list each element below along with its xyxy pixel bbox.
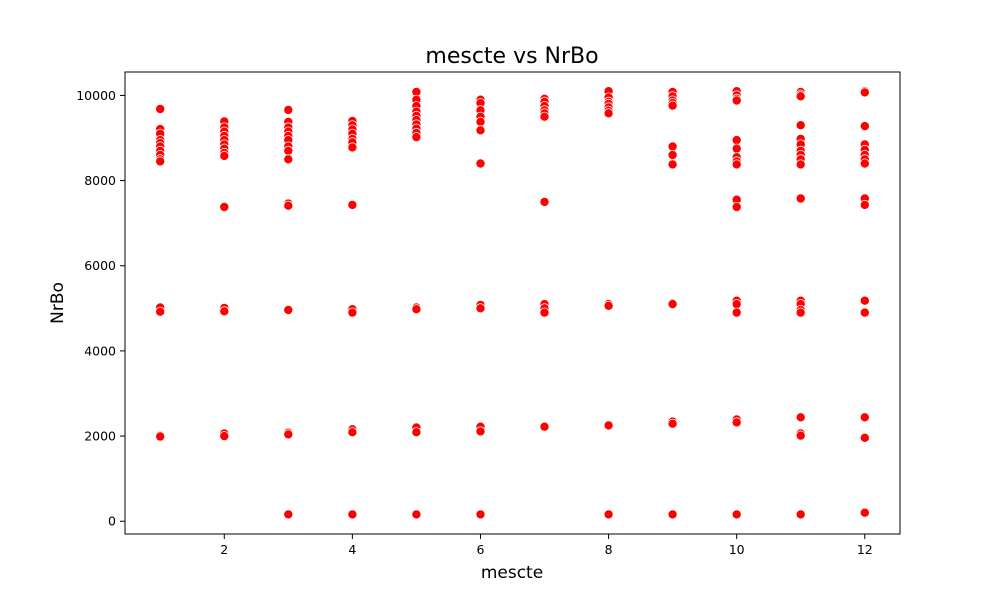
data-point xyxy=(731,201,742,212)
data-point xyxy=(475,158,486,169)
data-point xyxy=(731,95,742,106)
data-point xyxy=(155,431,166,442)
data-point xyxy=(475,426,486,437)
data-point xyxy=(283,145,294,156)
data-point xyxy=(667,299,678,310)
data-point xyxy=(795,91,806,102)
data-point xyxy=(475,303,486,314)
data-point xyxy=(731,307,742,318)
x-tick-label: 12 xyxy=(857,542,873,557)
data-point xyxy=(475,116,486,127)
data-point xyxy=(859,295,870,306)
data-points xyxy=(155,86,870,520)
data-point xyxy=(283,200,294,211)
data-point xyxy=(347,509,358,520)
data-point xyxy=(859,87,870,98)
y-axis: 0 2000 4000 6000 8000 10000 xyxy=(76,88,125,529)
data-point xyxy=(411,427,422,438)
y-tick-label: 4000 xyxy=(84,343,116,358)
data-point xyxy=(667,100,678,111)
x-tick-label: 10 xyxy=(729,542,745,557)
data-point xyxy=(667,149,678,160)
data-point xyxy=(411,132,422,143)
data-point xyxy=(603,509,614,520)
data-point xyxy=(155,104,166,115)
data-point xyxy=(731,299,742,310)
data-point xyxy=(347,142,358,153)
y-tick-label: 6000 xyxy=(84,258,116,273)
data-point xyxy=(539,421,550,432)
data-point xyxy=(283,509,294,520)
data-point xyxy=(283,154,294,165)
data-point xyxy=(731,509,742,520)
data-point xyxy=(795,430,806,441)
data-point xyxy=(539,196,550,207)
y-tick-label: 0 xyxy=(108,514,116,529)
data-point xyxy=(539,307,550,318)
data-point xyxy=(219,306,230,317)
data-point xyxy=(219,201,230,212)
x-tick-label: 4 xyxy=(348,542,356,557)
data-point xyxy=(795,159,806,170)
x-tick-label: 2 xyxy=(220,542,228,557)
data-point xyxy=(795,120,806,131)
data-point xyxy=(219,431,230,442)
data-point xyxy=(283,429,294,440)
data-point xyxy=(347,307,358,318)
data-point xyxy=(475,509,486,520)
data-point xyxy=(731,135,742,146)
y-tick-label: 2000 xyxy=(84,429,116,444)
data-point xyxy=(155,156,166,167)
data-point xyxy=(859,432,870,443)
x-tick-label: 6 xyxy=(476,542,484,557)
data-point xyxy=(667,509,678,520)
data-point xyxy=(859,199,870,210)
chart-title: mescte vs NrBo xyxy=(425,44,598,69)
x-axis-label: mescte xyxy=(481,563,543,583)
data-point xyxy=(411,304,422,315)
y-tick-label: 8000 xyxy=(84,173,116,188)
y-axis-label: NrBo xyxy=(48,282,68,324)
y-tick-label: 10000 xyxy=(76,88,116,103)
data-point xyxy=(155,306,166,317)
data-point xyxy=(475,125,486,136)
data-point xyxy=(859,507,870,518)
data-point xyxy=(667,159,678,170)
data-point xyxy=(859,158,870,169)
data-point xyxy=(859,307,870,318)
x-axis: 2 4 6 8 10 12 xyxy=(220,534,873,557)
data-point xyxy=(795,509,806,520)
data-point xyxy=(603,108,614,119)
data-point xyxy=(795,307,806,318)
data-point xyxy=(731,417,742,428)
data-point xyxy=(859,121,870,132)
data-point xyxy=(539,111,550,122)
data-point xyxy=(859,412,870,423)
data-point xyxy=(603,420,614,431)
data-point xyxy=(283,304,294,315)
data-point xyxy=(795,193,806,204)
data-point xyxy=(731,143,742,154)
x-tick-label: 8 xyxy=(605,542,613,557)
data-point xyxy=(411,509,422,520)
data-point xyxy=(219,150,230,161)
data-point xyxy=(731,159,742,170)
plot-frame xyxy=(124,71,901,535)
data-point xyxy=(667,141,678,152)
data-point xyxy=(667,418,678,429)
data-point xyxy=(347,199,358,210)
data-point xyxy=(347,427,358,438)
data-point xyxy=(283,104,294,115)
data-point xyxy=(603,300,614,311)
data-point xyxy=(795,412,806,423)
